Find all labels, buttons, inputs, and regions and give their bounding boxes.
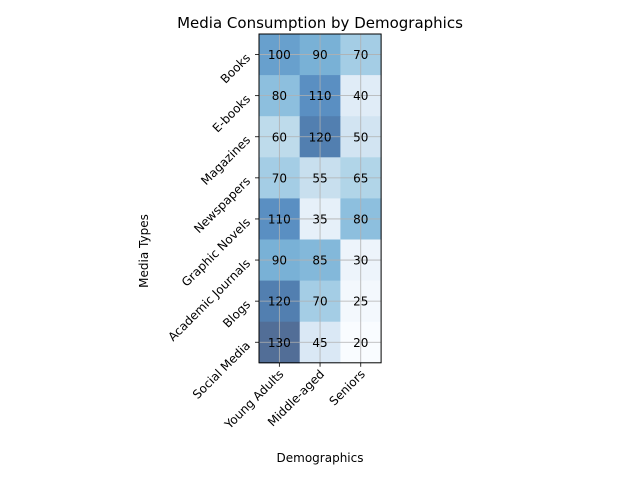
cell-value-label: 40 [353,89,368,103]
cell-value-label: 45 [312,336,327,350]
cell-value-label: 80 [353,212,368,226]
cell-value-label: 80 [272,89,287,103]
cell-value-label: 85 [312,254,327,268]
cell-value-labels: 100 90 70 80 110 40 60 120 50 70 55 65 110 35 80 90 85 30… [268,48,368,350]
cell-value-label: 30 [353,254,368,268]
cell-value-label: 130 [268,336,291,350]
cell-value-label: 90 [312,48,327,62]
cell-value-label: 55 [312,171,327,185]
cell-value-label: 120 [309,130,332,144]
cell-value-label: 110 [268,212,291,226]
cell-value-label: 90 [272,254,287,268]
cell-value-label: 110 [309,89,332,103]
cell-value-label: 70 [272,171,287,185]
cell-value-label: 70 [312,295,327,309]
cell-value-label: 20 [353,336,368,350]
cell-value-label: 100 [268,48,291,62]
cell-value-label: 60 [272,130,287,144]
chart-title: Media Consumption by Demographics [177,14,463,32]
x-axis-label: Demographics [277,451,364,465]
cell-value-label: 70 [353,48,368,62]
cell-value-label: 120 [268,295,291,309]
cell-value-label: 50 [353,130,368,144]
cell-value-label: 25 [353,295,368,309]
gridlines [259,34,382,363]
cell-value-label: 35 [312,212,327,226]
cell-value-label: 65 [353,171,368,185]
y-axis-label: Media Types [137,214,151,288]
